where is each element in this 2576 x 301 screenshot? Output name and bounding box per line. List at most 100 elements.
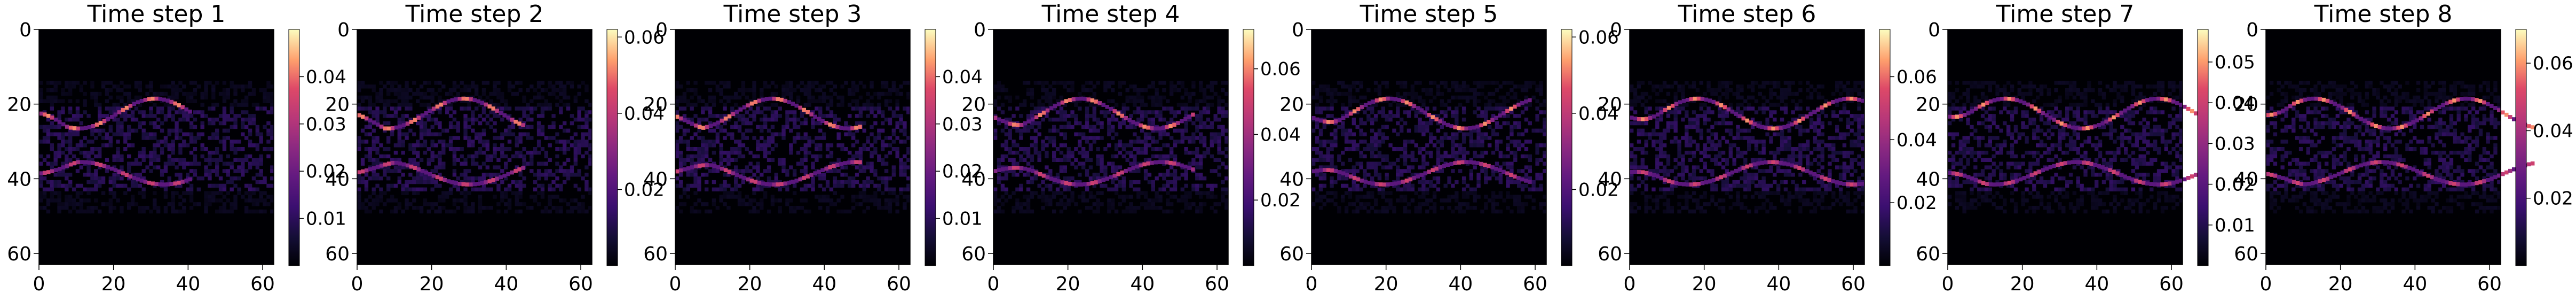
heatmap-cell bbox=[1070, 88, 1074, 92]
heatmap-cell bbox=[763, 114, 768, 118]
heatmap-cell bbox=[737, 150, 742, 155]
heatmap-cell bbox=[1124, 168, 1128, 173]
heatmap-cell bbox=[1023, 195, 1027, 199]
heatmap-cell bbox=[678, 202, 683, 206]
heatmap-cell bbox=[1199, 195, 1203, 199]
heatmap-cell bbox=[1461, 81, 1466, 85]
heatmap-cell bbox=[39, 198, 43, 203]
heatmap-cell bbox=[825, 147, 830, 151]
heatmap-cell bbox=[39, 95, 43, 100]
heatmap-cell bbox=[171, 147, 175, 151]
heatmap-cell bbox=[383, 110, 387, 114]
heatmap-cell bbox=[749, 101, 754, 106]
heatmap-cell bbox=[218, 158, 223, 162]
heatmap-cell bbox=[526, 106, 530, 111]
heatmap-cell bbox=[1195, 176, 1199, 181]
heatmap-cell bbox=[1326, 88, 1330, 92]
heatmap-cell bbox=[372, 166, 376, 171]
heatmap-cell bbox=[68, 136, 73, 140]
heatmap-cell bbox=[163, 195, 168, 199]
heatmap-cell bbox=[1012, 143, 1016, 148]
heatmap-cell bbox=[752, 81, 756, 85]
heatmap-cell bbox=[555, 95, 559, 100]
heatmap-cell bbox=[1059, 81, 1064, 85]
heatmap-cell bbox=[475, 176, 479, 181]
heatmap-cell bbox=[763, 150, 768, 155]
heatmap-cell bbox=[675, 154, 679, 159]
heatmap-cell bbox=[1052, 81, 1056, 85]
heatmap-cell bbox=[1195, 161, 1199, 166]
heatmap-cell bbox=[233, 121, 238, 126]
heatmap-cell bbox=[357, 206, 361, 210]
heatmap-cell bbox=[204, 209, 208, 214]
heatmap-cell bbox=[507, 106, 512, 111]
heatmap-cell bbox=[475, 88, 479, 92]
heatmap-cell bbox=[756, 176, 760, 181]
heatmap-cell bbox=[117, 169, 122, 174]
heatmap-cell bbox=[1461, 84, 1466, 89]
heatmap-cell bbox=[840, 180, 844, 184]
heatmap-cell bbox=[452, 88, 457, 92]
heatmap-cell bbox=[452, 202, 457, 206]
heatmap-cell bbox=[1166, 173, 1170, 177]
heatmap-cell bbox=[130, 198, 135, 203]
heatmap-cell bbox=[420, 113, 425, 118]
heatmap-cell bbox=[858, 160, 862, 165]
heatmap-cell bbox=[412, 206, 416, 210]
heatmap-cell bbox=[90, 209, 94, 214]
heatmap-cell bbox=[522, 158, 526, 162]
heatmap-cell bbox=[251, 103, 256, 107]
heatmap-cell bbox=[1048, 118, 1053, 122]
heatmap-cell bbox=[134, 95, 139, 100]
heatmap-cell bbox=[1221, 114, 1225, 118]
heatmap-cell bbox=[741, 169, 746, 173]
heatmap-cell bbox=[189, 140, 194, 144]
heatmap-cell bbox=[730, 150, 734, 155]
heatmap-cell bbox=[375, 173, 380, 177]
heatmap-cell bbox=[50, 183, 54, 188]
heatmap-cell bbox=[559, 147, 563, 151]
heatmap-cell bbox=[748, 202, 753, 206]
heatmap-cell bbox=[840, 103, 844, 107]
heatmap-cell bbox=[476, 182, 481, 186]
heatmap-cell bbox=[360, 158, 365, 162]
heatmap-cell bbox=[555, 140, 559, 144]
heatmap-cell bbox=[189, 169, 194, 173]
heatmap-cell bbox=[760, 110, 764, 114]
heatmap-cell bbox=[375, 147, 380, 151]
heatmap-cell bbox=[1070, 84, 1074, 89]
heatmap-cell bbox=[171, 191, 175, 195]
heatmap-cell bbox=[1443, 84, 1448, 89]
heatmap-cell bbox=[65, 176, 69, 181]
heatmap-cell bbox=[248, 132, 252, 136]
heatmap-cell bbox=[693, 209, 698, 214]
heatmap-cell bbox=[778, 132, 782, 136]
heatmap-cell bbox=[504, 154, 508, 159]
heatmap-cell bbox=[836, 95, 841, 100]
heatmap-cell bbox=[997, 88, 1001, 92]
heatmap-cell bbox=[357, 191, 361, 195]
heatmap-cell bbox=[426, 81, 431, 85]
heatmap-cell bbox=[862, 198, 866, 203]
heatmap-cell bbox=[1070, 114, 1074, 118]
heatmap-cell bbox=[94, 91, 98, 96]
heatmap-cell bbox=[1535, 99, 1539, 103]
heatmap-cell bbox=[105, 143, 109, 148]
heatmap-cell bbox=[675, 103, 679, 107]
heatmap-cell bbox=[360, 114, 365, 119]
heatmap-cell bbox=[39, 183, 43, 188]
heatmap-cell bbox=[1396, 114, 1400, 118]
heatmap-cell bbox=[1118, 165, 1123, 169]
heatmap-cell bbox=[993, 169, 998, 173]
heatmap-cell bbox=[90, 173, 94, 177]
heatmap-cell bbox=[1170, 202, 1174, 206]
heatmap-cell bbox=[134, 173, 139, 177]
heatmap-cell bbox=[693, 103, 698, 107]
heatmap-cell bbox=[441, 150, 446, 155]
heatmap-cell bbox=[1195, 99, 1199, 103]
heatmap-cell bbox=[248, 165, 252, 169]
heatmap-cell bbox=[136, 100, 140, 105]
heatmap-cell bbox=[434, 121, 438, 126]
heatmap-cell bbox=[741, 202, 746, 206]
heatmap-cell bbox=[836, 143, 841, 148]
